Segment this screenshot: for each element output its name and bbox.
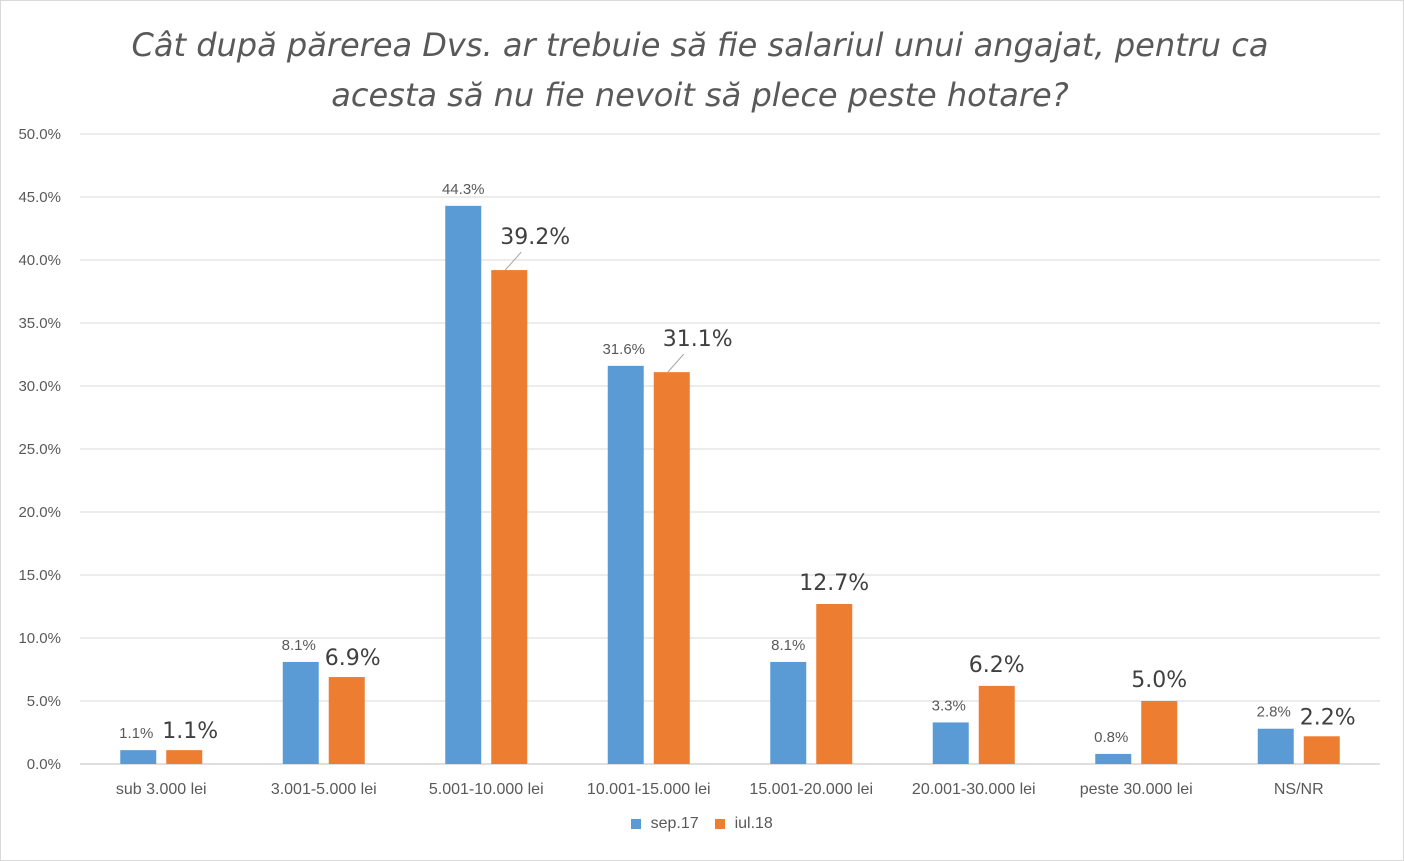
y-tick-label: 15.0% <box>18 567 61 584</box>
y-tick-label: 40.0% <box>18 252 61 269</box>
bar-series-1 <box>282 661 319 764</box>
data-label-series-2: 6.2% <box>969 653 1025 678</box>
x-tick-label: 10.001-15.000 lei <box>587 781 711 798</box>
leader-line <box>667 353 685 373</box>
bar-series-1 <box>607 365 644 764</box>
bar-series-2 <box>816 603 853 764</box>
legend: sep.17 iul.18 <box>0 815 1404 833</box>
data-label-series-1: 44.3% <box>442 181 485 198</box>
data-label-series-1: 0.8% <box>1094 729 1128 746</box>
y-tick-label: 10.0% <box>18 630 61 647</box>
x-tick-label: 3.001-5.000 lei <box>271 781 377 798</box>
bar-series-1 <box>445 205 482 764</box>
data-label-series-2: 39.2% <box>500 225 570 250</box>
y-tick-label: 30.0% <box>18 378 61 395</box>
bar-series-2 <box>1303 736 1340 764</box>
bar-series-2 <box>166 750 203 764</box>
data-label-series-2: 6.9% <box>325 646 381 671</box>
x-tick-label: NS/NR <box>1274 781 1324 798</box>
legend-item-series-2: iul.18 <box>715 815 773 833</box>
legend-swatch-series-2 <box>715 819 726 829</box>
x-tick-label: 20.001-30.000 lei <box>912 781 1036 798</box>
leader-line <box>504 251 522 271</box>
bar-series-2 <box>328 677 365 764</box>
y-tick-label: 35.0% <box>18 315 61 332</box>
y-tick-label: 50.0% <box>18 126 61 143</box>
x-tick-label: 5.001-10.000 lei <box>429 781 544 798</box>
data-label-series-1: 3.3% <box>932 697 966 714</box>
y-tick-label: 20.0% <box>18 504 61 521</box>
legend-swatch-series-1 <box>631 819 642 829</box>
bar-series-1 <box>1257 728 1294 764</box>
data-label-series-2: 5.0% <box>1131 668 1187 693</box>
x-tick-label: 15.001-20.000 lei <box>749 781 873 798</box>
bar-series-2 <box>653 372 690 764</box>
y-tick-label: 5.0% <box>27 693 61 710</box>
data-label-series-1: 8.1% <box>282 637 316 654</box>
chart-title: Cât după părerea Dvs. ar trebuie să fie … <box>131 26 1269 114</box>
data-label-series-2: 31.1% <box>663 327 733 352</box>
bar-series-2 <box>978 685 1015 764</box>
bar-series-2 <box>1141 701 1178 764</box>
data-label-series-2: 2.2% <box>1300 705 1356 730</box>
bar-series-1 <box>120 750 157 764</box>
legend-label-series-1: sep.17 <box>650 815 699 832</box>
bar-chart: 0.0% 5.0% 10.0% 15.0% 20.0% 25.0% 30.0% 35.0% 40… <box>18 126 1380 798</box>
data-label-series-2: 1.1% <box>162 719 218 744</box>
y-tick-label: 0.0% <box>27 756 61 773</box>
x-tick-label: peste 30.000 lei <box>1080 781 1193 798</box>
y-tick-label: 45.0% <box>18 189 61 206</box>
bar-series-2 <box>491 270 528 764</box>
legend-label-series-2: iul.18 <box>734 815 773 832</box>
legend-item-series-1: sep.17 <box>631 815 699 833</box>
bar-series-1 <box>770 661 807 764</box>
data-label-series-1: 2.8% <box>1257 704 1291 721</box>
bar-series-1 <box>1095 753 1132 764</box>
data-label-series-1: 1.1% <box>119 725 153 742</box>
data-label-series-1: 8.1% <box>771 637 805 654</box>
y-tick-label: 25.0% <box>18 441 61 458</box>
x-tick-label: sub 3.000 lei <box>116 781 207 798</box>
bar-series-1 <box>932 722 969 764</box>
data-label-series-1: 31.6% <box>602 341 645 358</box>
data-label-series-2: 12.7% <box>799 571 869 596</box>
